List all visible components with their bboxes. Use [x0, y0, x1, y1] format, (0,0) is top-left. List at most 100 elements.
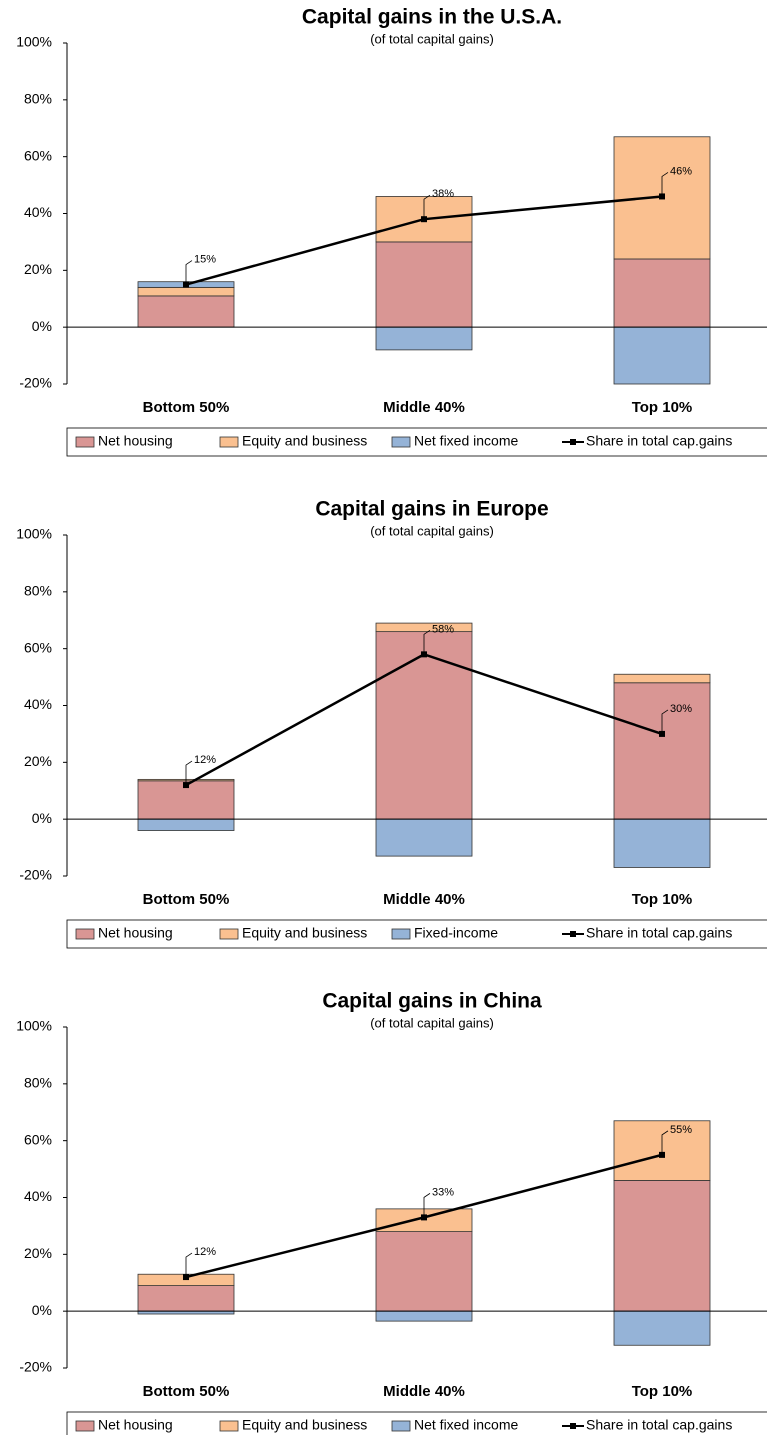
leader-line: [185, 760, 193, 786]
legend-swatch: [75, 436, 95, 448]
bar-segment: [137, 295, 235, 328]
y-tick-label: 40%: [24, 1188, 52, 1204]
legend-label: Net fixed income: [414, 433, 518, 449]
value-label: 58%: [432, 623, 454, 635]
y-tick-label: -20%: [19, 375, 52, 391]
legend-marker: [570, 439, 576, 445]
chart-title: Capital gains in Europe: [315, 498, 548, 521]
chart-subtitle: (of total capital gains): [370, 31, 494, 46]
legend-label: Equity and business: [242, 433, 367, 449]
y-tick-label: 60%: [24, 639, 52, 655]
y-tick-label: 40%: [24, 696, 52, 712]
value-label: 30%: [670, 703, 692, 715]
x-tick-label: Middle 40%: [383, 1383, 465, 1400]
chart-subtitle: (of total capital gains): [370, 1015, 494, 1030]
legend-swatch: [391, 436, 411, 448]
chart-title: Capital gains in the U.S.A.: [302, 6, 562, 29]
y-tick-label: 0%: [32, 318, 52, 334]
legend-marker: [570, 931, 576, 937]
y-tick-label: 60%: [24, 1131, 52, 1147]
chart: Capital gains in China (of total capital …: [16, 990, 767, 1435]
x-tick-label: Top 10%: [632, 891, 693, 908]
legend-swatch: [219, 1420, 239, 1432]
y-tick-label: 40%: [24, 204, 52, 220]
bar-segment: [375, 1310, 473, 1322]
y-tick-label: 100%: [16, 34, 52, 50]
leader-line: [661, 172, 669, 197]
legend-box: [66, 427, 767, 457]
legend-label: Share in total cap.gains: [586, 925, 732, 941]
y-tick-label: 80%: [24, 583, 52, 599]
bar-segment: [613, 326, 711, 385]
legend-label: Equity and business: [242, 925, 367, 941]
legend-marker: [570, 1423, 576, 1429]
bar-segment: [613, 1310, 711, 1346]
y-tick-label: 20%: [24, 753, 52, 769]
value-label: 12%: [194, 1246, 216, 1258]
chart: Capital gains in Europe (of total capital…: [16, 498, 767, 949]
bar-segment: [137, 286, 235, 297]
bar-segment: [375, 1231, 473, 1312]
value-label: 12%: [194, 754, 216, 766]
legend-label: Equity and business: [242, 1417, 367, 1433]
y-tick-label: -20%: [19, 867, 52, 883]
y-tick-label: 20%: [24, 1245, 52, 1261]
bar-segment: [613, 818, 711, 868]
bar-segment: [375, 818, 473, 857]
value-label: 55%: [670, 1124, 692, 1136]
y-tick-label: 20%: [24, 261, 52, 277]
x-tick-label: Bottom 50%: [143, 891, 230, 908]
legend-swatch: [219, 928, 239, 940]
bar-segment: [375, 241, 473, 328]
y-tick-label: 60%: [24, 147, 52, 163]
bar-segment: [613, 673, 711, 684]
y-tick-label: -20%: [19, 1359, 52, 1375]
chart-subtitle: (of total capital gains): [370, 523, 494, 538]
y-tick-label: 0%: [32, 810, 52, 826]
leader-line: [661, 1130, 669, 1155]
y-tick-label: 100%: [16, 526, 52, 542]
value-label: 46%: [670, 165, 692, 177]
legend-label: Net housing: [98, 1417, 173, 1433]
x-tick-label: Middle 40%: [383, 891, 465, 908]
legend-swatch: [391, 928, 411, 940]
y-tick-label: 100%: [16, 1018, 52, 1034]
legend-swatch: [75, 1420, 95, 1432]
bar-segment: [613, 682, 711, 820]
x-tick-label: Middle 40%: [383, 399, 465, 416]
legend-label: Net housing: [98, 925, 173, 941]
legend-label: Share in total cap.gains: [586, 433, 732, 449]
leader-line: [185, 260, 193, 285]
leader-line: [423, 1193, 431, 1218]
y-tick-label: 0%: [32, 1302, 52, 1318]
leader-line: [661, 709, 669, 734]
legend-label: Fixed-income: [414, 925, 498, 941]
legend-swatch: [391, 1420, 411, 1432]
leader-line: [423, 630, 431, 655]
bar-segment: [137, 818, 235, 831]
x-tick-label: Bottom 50%: [143, 399, 230, 416]
y-tick-label: 80%: [24, 1075, 52, 1091]
value-label: 15%: [194, 253, 216, 265]
bar-segment: [613, 258, 711, 328]
legend-swatch: [75, 928, 95, 940]
leader-line: [185, 1252, 193, 1278]
bar-segment: [375, 631, 473, 820]
x-tick-label: Top 10%: [632, 1383, 693, 1400]
legend-label: Share in total cap.gains: [586, 1417, 732, 1433]
value-label: 33%: [432, 1186, 454, 1198]
bar-segment: [613, 1180, 711, 1312]
value-label: 38%: [432, 188, 454, 200]
y-tick-label: 80%: [24, 91, 52, 107]
bar-segment: [375, 326, 473, 351]
legend-box: [66, 919, 767, 949]
x-tick-label: Top 10%: [632, 399, 693, 416]
bar-segment: [137, 1285, 235, 1312]
x-tick-label: Bottom 50%: [143, 1383, 230, 1400]
legend-swatch: [219, 436, 239, 448]
bar-segment: [375, 622, 473, 633]
chart: Capital gains in the U.S.A. (of total cap…: [16, 6, 767, 457]
chart-title: Capital gains in China: [322, 990, 542, 1013]
legend-box: [66, 1411, 767, 1435]
